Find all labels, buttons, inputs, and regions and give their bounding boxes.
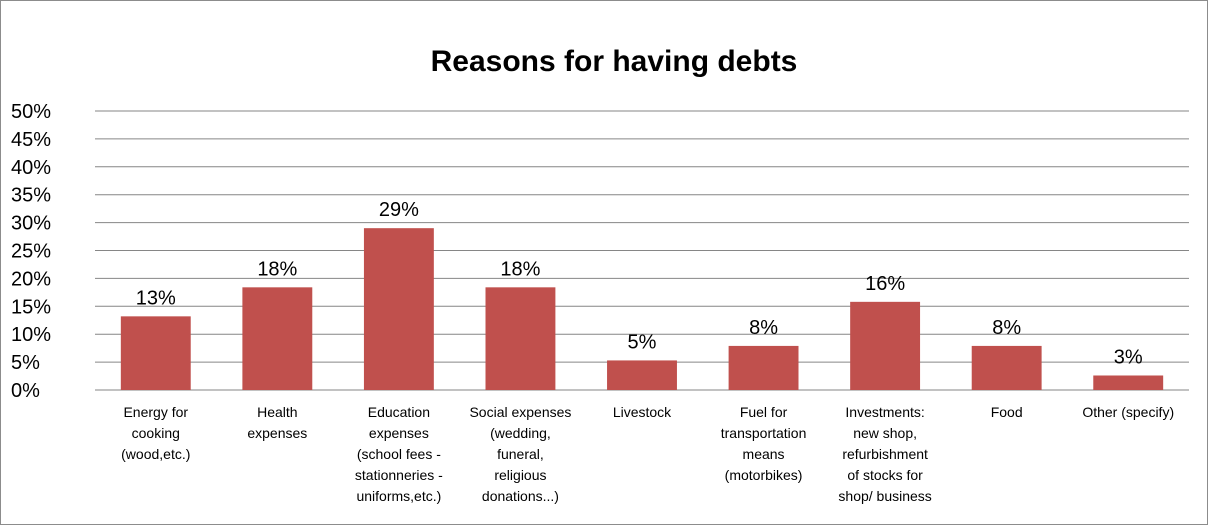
y-tick-label: 15% (11, 296, 51, 318)
x-axis-category-labels: Energy for cooking (wood,etc.) Health expens… (121, 404, 1174, 504)
data-label: 18% (500, 258, 540, 280)
bar (120, 316, 191, 390)
category-label: Livestock (613, 404, 672, 420)
data-label: 3% (1114, 346, 1143, 368)
y-tick-label: 25% (11, 241, 51, 263)
category-label: Food (991, 404, 1023, 420)
data-label: 5% (628, 331, 657, 353)
bar (607, 360, 677, 390)
data-labels: 13% 18% 29% 18% 5% 8% 16% 8% 3% (136, 199, 1143, 368)
bar (363, 228, 434, 390)
chart-title: Reasons for having debts (431, 45, 798, 78)
y-tick-label: 0% (11, 380, 40, 402)
data-label: 18% (257, 258, 297, 280)
category-label: Energy for cooking (wood,etc.) (121, 404, 190, 462)
category-label: Investments: new shop, refurbishment of sto… (838, 404, 931, 504)
bar (850, 301, 921, 390)
bar (242, 287, 313, 390)
data-label: 13% (136, 287, 176, 309)
category-label: Health expenses (247, 404, 307, 441)
y-tick-label: 35% (11, 185, 51, 207)
y-tick-label: 45% (11, 129, 51, 151)
data-label: 16% (865, 273, 905, 295)
y-tick-label: 30% (11, 213, 51, 235)
data-label: 8% (992, 317, 1021, 339)
y-tick-label: 5% (11, 352, 40, 374)
category-label: Other (specify) (1082, 404, 1174, 420)
bar (971, 345, 1042, 390)
bar (1093, 375, 1164, 390)
bar (485, 287, 556, 390)
data-label: 29% (379, 199, 419, 221)
category-label: Fuel for transportation means (motorbikes) (721, 404, 807, 483)
category-label: Social expenses (wedding, funeral, religiou… (469, 404, 571, 504)
y-tick-label: 20% (11, 268, 51, 290)
data-label: 8% (749, 317, 778, 339)
y-tick-label: 10% (11, 324, 51, 346)
bar (728, 345, 799, 390)
y-tick-label: 40% (11, 157, 51, 179)
category-label: Education expenses (school fees -stationne… (355, 404, 443, 504)
y-tick-label: 50% (11, 101, 51, 123)
bars (120, 228, 1164, 390)
y-axis-tick-labels: 0% 5% 10% 15% 20% 25% 30% 35% 40% 45% 50% (11, 101, 51, 402)
